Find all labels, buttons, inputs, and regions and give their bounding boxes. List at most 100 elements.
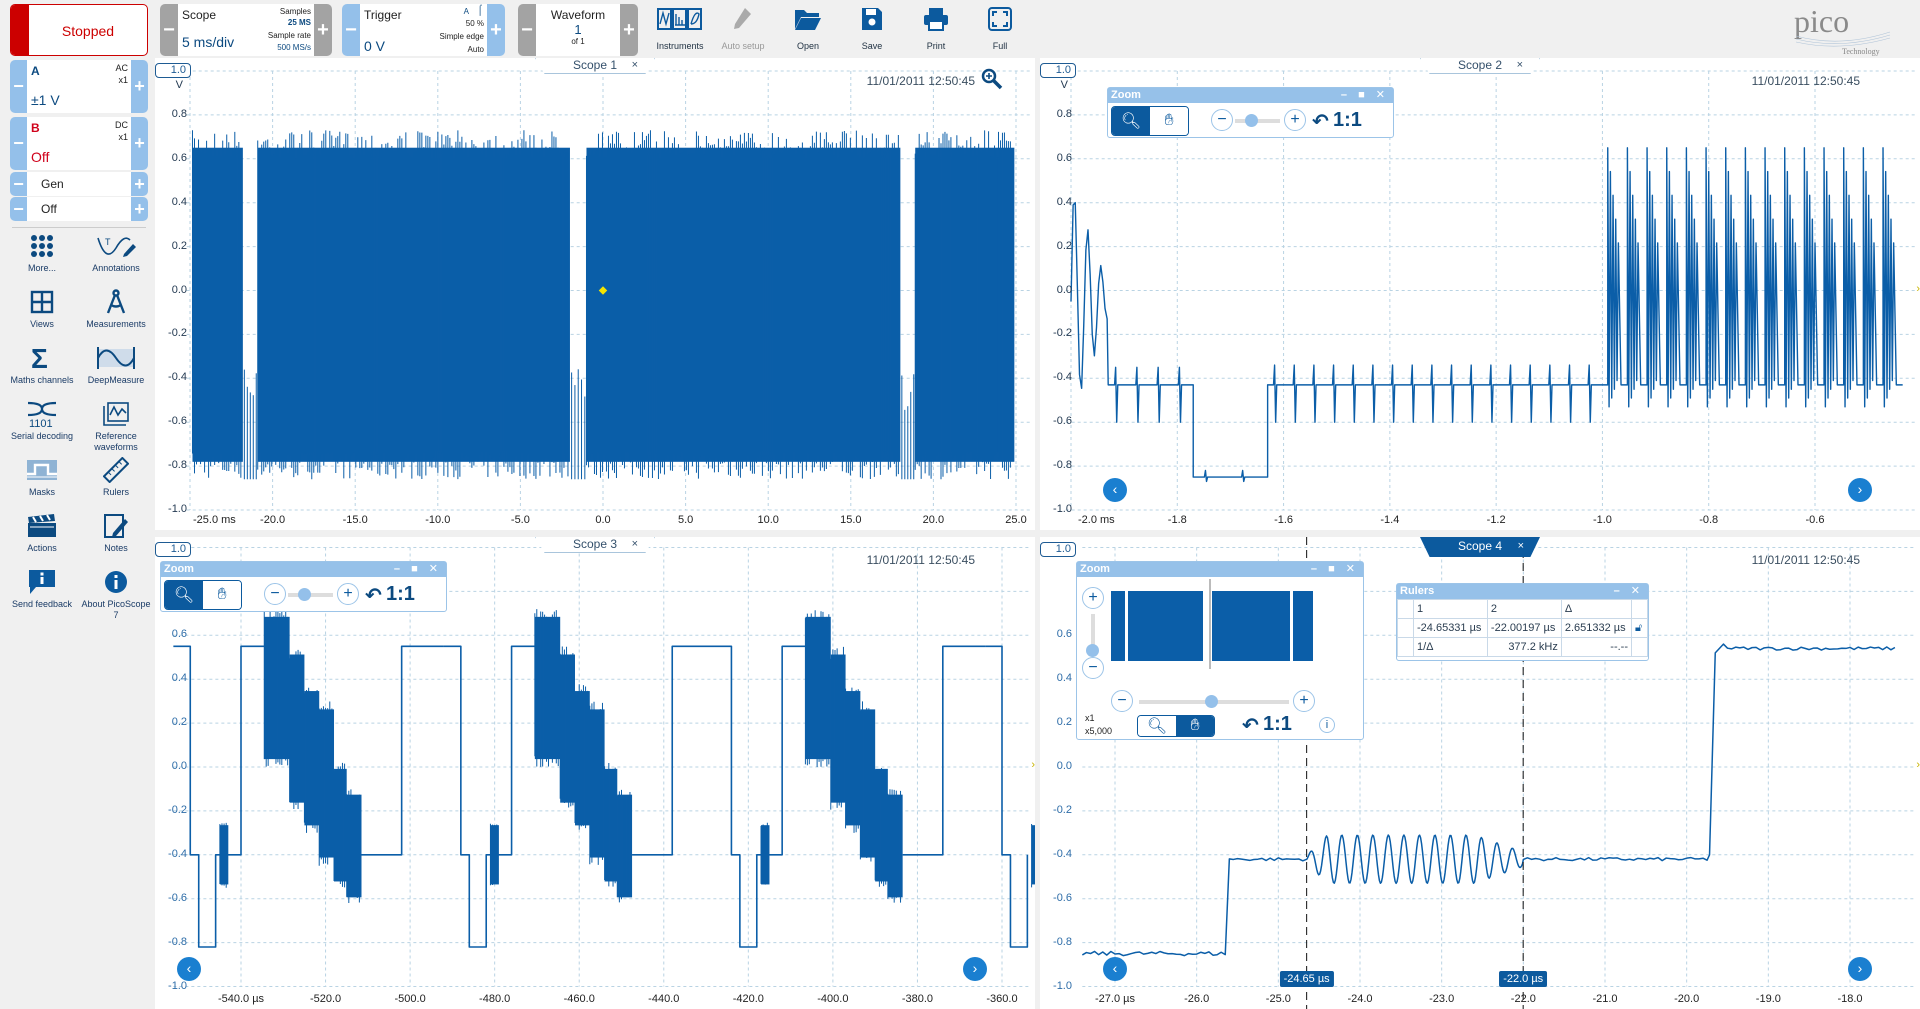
trigger-type[interactable]: Simple edge [439,32,484,41]
generator-decrease-button[interactable]: − [10,172,27,196]
zoom-tool-magnifier-icon[interactable]: 🔍︎ [1112,107,1150,135]
scope-panel-2[interactable]: › 1.0 V 0.8 0.6 0.4 0.2 0.0 -0.2 -0.4 -0.6 -0.8 -1.0… [1040,58,1920,530]
scope-plot-3[interactable] [155,537,1035,1009]
rulers-panel-header[interactable]: Rulers – ✕ [1397,584,1648,599]
axis-scale-handle[interactable]: 1.0 [1040,63,1076,78]
axis-scale-handle[interactable]: 1.0 [155,63,191,78]
channel-a-increase-button[interactable]: + [131,60,148,113]
waveform-next-button[interactable]: + [620,4,638,56]
info-icon[interactable]: i [1319,717,1335,733]
window-controls-icon[interactable]: – ■ ✕ [1340,89,1389,101]
zoom-panel-header[interactable]: Zoom – ■ ✕ [1077,562,1363,577]
tab-scope-3[interactable]: Scope 3 × [535,537,655,553]
horizontal-zoom-knob[interactable] [1205,695,1218,708]
rising-edge-icon[interactable]: ⌠ [476,5,483,16]
trigger-increase-button[interactable]: + [487,4,505,56]
channel-b-coupling[interactable]: DC [115,120,128,130]
scroll-left-button[interactable]: ‹ [1103,957,1127,981]
sidebar-item-notes[interactable]: Notes [80,510,152,554]
zoom-slider-knob[interactable] [1245,114,1258,127]
axis-scale-handle[interactable]: 1.0 [155,542,191,557]
scope-plot-1[interactable] [155,58,1035,530]
save-button[interactable]: Save [842,4,902,51]
pan-hand-icon[interactable]: ✋︎ [1176,716,1214,736]
scroll-left-button[interactable]: ‹ [177,957,201,981]
run-stop-button[interactable]: Stopped [10,4,148,56]
vertical-zoom-in-button[interactable]: + [1082,587,1104,609]
zoom-slider-knob[interactable] [298,588,311,601]
tab-scope-2[interactable]: Scope 2 × [1420,58,1540,74]
scope-plot-2[interactable] [1040,58,1920,530]
sidebar-item-serial-decoding[interactable]: 1101 Serial decoding [6,398,78,442]
zoom-panel-header[interactable]: Zoom – ■ ✕ [1108,88,1393,103]
zoom-reset-button[interactable]: 1:1 [1263,713,1292,735]
sidebar-item-more[interactable]: More... [6,230,78,274]
sidebar-item-measurements[interactable]: Measurements [80,286,152,330]
close-icon[interactable]: × [631,538,638,550]
scope-panel-1[interactable]: 1.0 V 0.8 0.6 0.4 0.2 0.0 -0.2 -0.4 -0.6 -0.8 -1.0-… [155,58,1035,530]
close-icon[interactable]: × [631,59,638,71]
open-button[interactable]: Open [778,4,838,51]
sidebar-item-deepmeasure[interactable]: DeepMeasure [80,342,152,386]
channel-b-decrease-button[interactable]: − [10,117,27,170]
sidebar-item-views[interactable]: Views [6,286,78,330]
vertical-zoom-out-button[interactable]: − [1082,657,1104,679]
horizontal-zoom-out-button[interactable]: − [1111,690,1133,712]
sample-rate-value[interactable]: 500 MS/s [277,43,311,52]
generator-increase-button[interactable]: + [131,172,148,196]
zoom-in-button[interactable]: + [1284,109,1306,131]
trigger-decrease-button[interactable]: − [342,4,360,56]
vertical-zoom-slider[interactable] [1091,614,1095,654]
window-controls-icon[interactable]: – ■ ✕ [393,563,442,575]
zoom-overview[interactable] [1111,579,1313,669]
scroll-right-button[interactable]: › [963,957,987,981]
sidebar-item-send-feedback[interactable]: Send feedback [6,566,78,610]
sidebar-item-actions[interactable]: Actions [6,510,78,554]
axis-scale-handle[interactable]: 1.0 [1040,542,1076,557]
zoom-reset-button[interactable]: 1:1 [1333,109,1362,131]
zoom-mode-toggle[interactable]: 🔍︎ ✋︎ [1137,715,1215,737]
horizontal-zoom-in-button[interactable]: + [1293,690,1315,712]
trigger-level-marker[interactable]: › [1916,282,1920,295]
scope-panel-4[interactable]: -24.65 µs -22.0 µs › 1.0 0.6 0.4 0.2 0.0 -0.2 -0.… [1040,537,1920,1009]
close-icon[interactable]: × [1516,59,1523,71]
generator-state-increase-button[interactable]: + [131,197,148,221]
pan-hand-icon[interactable]: ✋︎ [203,581,241,609]
zoom-panel-header[interactable]: Zoom – ■ ✕ [161,562,446,577]
zoom-out-button[interactable]: − [1211,109,1233,131]
full-button[interactable]: Full [970,4,1030,51]
zoom-mode-toggle[interactable]: 🔍︎ ✋︎ [164,580,242,610]
undo-zoom-icon[interactable]: ↶ [1312,111,1329,133]
close-icon[interactable]: × [1517,540,1524,552]
scope-panel-3[interactable]: › 1.0 0.6 0.4 0.2 0.0 -0.2 -0.4 -0.6 -0.8 -1.0 -540… [155,537,1035,1009]
trigger-marker[interactable] [598,286,608,295]
waveform-prev-button[interactable]: − [518,4,536,56]
channel-b-range[interactable]: Off [31,149,50,165]
trigger-position[interactable]: 50 % [465,19,484,28]
trigger-mode[interactable]: Auto [467,45,484,54]
waveform-current[interactable]: 1 [574,22,582,37]
channel-b-probe[interactable]: x1 [118,132,128,142]
trigger-level-marker[interactable]: › [1916,759,1920,771]
sidebar-item-masks[interactable]: Masks [6,454,78,498]
timebase-decrease-button[interactable]: − [160,4,178,56]
channel-a-range[interactable]: ±1 V [31,92,60,108]
trigger-level[interactable]: 0 V [364,38,386,54]
channel-a-decrease-button[interactable]: − [10,60,27,113]
window-controls-icon[interactable]: – ✕ [1613,585,1644,597]
ruler-cursor-label[interactable]: -22.0 µs [1499,971,1548,987]
zoom-tool-magnifier-icon[interactable]: 🔍︎ [165,581,203,609]
sidebar-item-annotations[interactable]: T Annotations [80,230,152,274]
tab-scope-1[interactable]: Scope 1 × [535,58,655,74]
zoom-reset-button[interactable]: 1:1 [386,583,415,605]
scroll-left-button[interactable]: ‹ [1103,478,1127,502]
undo-zoom-icon[interactable]: ↶ [1242,715,1259,737]
zoom-out-button[interactable]: − [264,583,286,605]
channel-a-coupling[interactable]: AC [115,63,128,73]
sidebar-item-rulers[interactable]: Rulers [80,454,152,498]
samples-value[interactable]: 25 MS [287,18,311,27]
undo-zoom-icon[interactable]: ↶ [365,585,382,607]
sidebar-item-maths-channels[interactable]: Σ Maths channels [6,342,78,386]
trigger-source[interactable]: A [463,7,469,16]
window-controls-icon[interactable]: – ■ ✕ [1310,563,1359,575]
